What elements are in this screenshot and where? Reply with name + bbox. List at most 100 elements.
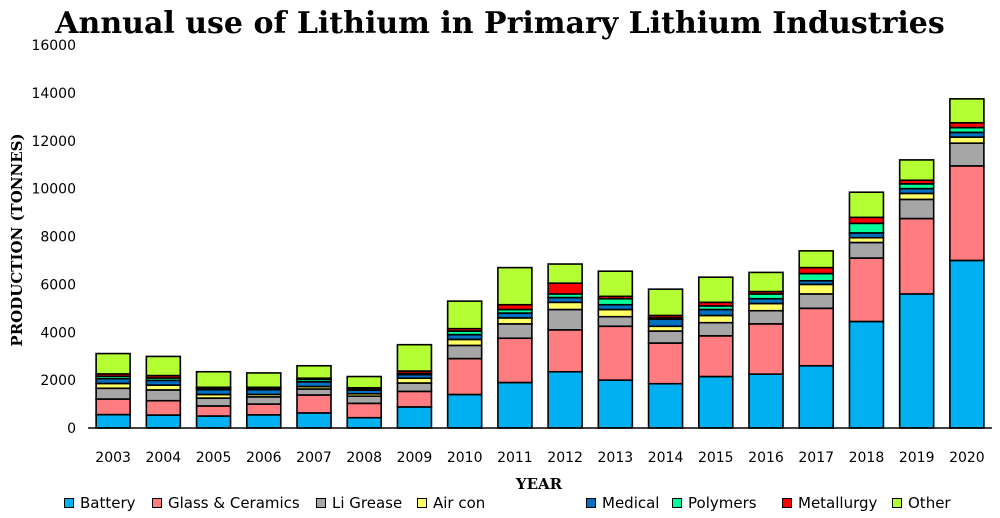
x-tick-label: 2008 [346,450,382,466]
bar-segment-polymers-2018 [848,222,885,234]
bar-segment-li-grease-2008 [346,395,383,405]
bar-segment-glass-ceramics-2016 [748,323,784,375]
bar-segment-battery-2008 [346,416,383,429]
bar-segment-battery-2016 [748,373,784,429]
x-axis-ticks: 2003 2004 2005 2006 2007 2008 2009 2010 2011 2012… [95,450,984,466]
bar-segment-li-grease-2003 [95,387,131,400]
y-tick-label: 2000 [40,373,76,389]
bar-segment-other-2010 [446,300,483,330]
legend-item: Glass & Ceramics [152,494,300,512]
bar-segment-glass-ceramics-2008 [346,402,383,419]
bar-segment-glass-ceramics-2004 [145,399,182,416]
bar-segment-metallurgy-2012 [547,282,583,295]
bar-segment-li-grease-2012 [547,308,583,331]
bar-segment-li-grease-2011 [497,323,533,340]
bar-segment-glass-ceramics-2020 [949,165,985,262]
bar-segment-medical-2015 [697,308,734,317]
bar-segment-glass-ceramics-2018 [848,257,885,323]
bar-segment-li-grease-2017 [798,293,835,310]
legend-swatch [64,498,74,508]
legend-label: Metallurgy [798,494,878,512]
legend-item: Battery [64,494,136,512]
chart-title: Annual use of Lithium in Primary Lithium… [55,6,945,41]
bar-segment-other-2012 [547,263,583,284]
y-tick-label: 6000 [40,277,76,293]
legend-item: Medical [586,494,659,512]
bar-segment-other-2017 [798,250,835,269]
x-tick-label: 2015 [698,450,734,466]
bar-segment-other-2013 [597,270,634,298]
y-axis-ticks: 0 2000 4000 6000 8000 10000 12000 14000 16000 [31,38,76,437]
bar-segment-other-2011 [497,266,533,306]
bar-segment-other-2014 [647,288,684,317]
legend-label: Glass & Ceramics [168,494,300,512]
y-tick-label: 8000 [40,230,76,246]
bar-segment-other-2015 [697,276,734,304]
x-tick-label: 2016 [748,450,784,466]
bar-segment-other-2018 [848,191,885,219]
legend-swatch [782,498,792,508]
legend-item: Polymers [672,494,757,512]
bar-segment-battery-2014 [647,382,684,429]
bar-segment-battery-2003 [95,413,131,429]
bar-segment-li-grease-2019 [898,198,935,220]
x-tick-label: 2007 [296,450,332,466]
bar-segment-air-con-2016 [748,302,784,312]
x-tick-label: 2009 [397,450,433,466]
legend-swatch [316,498,326,508]
y-tick-label: 16000 [31,38,76,54]
bar-segment-battery-2018 [848,320,885,429]
legend-item: Metallurgy [782,494,877,512]
legend-swatch [672,498,682,508]
x-tick-label: 2013 [598,450,634,466]
legend-label: Medical [602,494,660,512]
legend-label: Air con [433,494,486,512]
bars-group [95,98,985,429]
legend-swatch [586,498,596,508]
bar-segment-metallurgy-2017 [798,266,835,275]
x-tick-label: 2004 [146,450,182,466]
x-tick-label: 2012 [547,450,583,466]
bar-segment-battery-2017 [798,364,835,429]
bar-segment-li-grease-2010 [446,344,483,360]
bar-segment-battery-2015 [697,375,734,429]
bar-segment-other-2020 [949,98,985,124]
bar-segment-air-con-2012 [547,301,583,311]
bar-segment-other-2009 [396,343,433,372]
bar-segment-li-grease-2005 [195,397,232,407]
bar-segment-battery-2020 [949,259,985,429]
bar-segment-battery-2009 [396,406,433,429]
bar-segment-glass-ceramics-2010 [446,357,483,396]
bar-segment-glass-ceramics-2005 [195,405,232,417]
x-tick-label: 2017 [798,450,834,466]
bar-segment-glass-ceramics-2012 [547,329,583,373]
bar-segment-battery-2005 [195,415,232,429]
bar-segment-glass-ceramics-2009 [396,390,433,408]
bar-segment-other-2004 [145,355,182,377]
bar-segment-air-con-2010 [446,338,483,347]
x-tick-label: 2010 [447,450,483,466]
bar-segment-li-grease-2016 [748,309,784,325]
bar-segment-li-grease-2014 [647,330,684,344]
x-tick-label: 2011 [497,450,533,466]
bar-segment-li-grease-2018 [848,241,885,259]
y-tick-label: 0 [67,421,76,437]
bar-segment-glass-ceramics-2019 [898,217,935,295]
legend-label: Battery [80,494,136,512]
y-tick-label: 14000 [31,86,76,102]
bar-segment-air-con-2019 [898,192,935,201]
bar-segment-other-2016 [748,271,784,293]
x-tick-label: 2006 [246,450,282,466]
bar-segment-polymers-2017 [798,272,835,282]
bar-segment-air-con-2015 [697,314,734,324]
legend-item: Air con [417,494,485,512]
bar-segment-glass-ceramics-2003 [95,398,131,416]
bar-segment-battery-2011 [497,381,533,429]
bar-segment-battery-2006 [245,414,282,429]
x-tick-label: 2005 [196,450,232,466]
bar-segment-air-con-2017 [798,283,835,295]
bar-segment-glass-ceramics-2014 [647,342,684,385]
x-tick-label: 2020 [949,450,985,466]
legend-label: Other [908,494,951,512]
bar-segment-li-grease-2007 [296,388,332,396]
